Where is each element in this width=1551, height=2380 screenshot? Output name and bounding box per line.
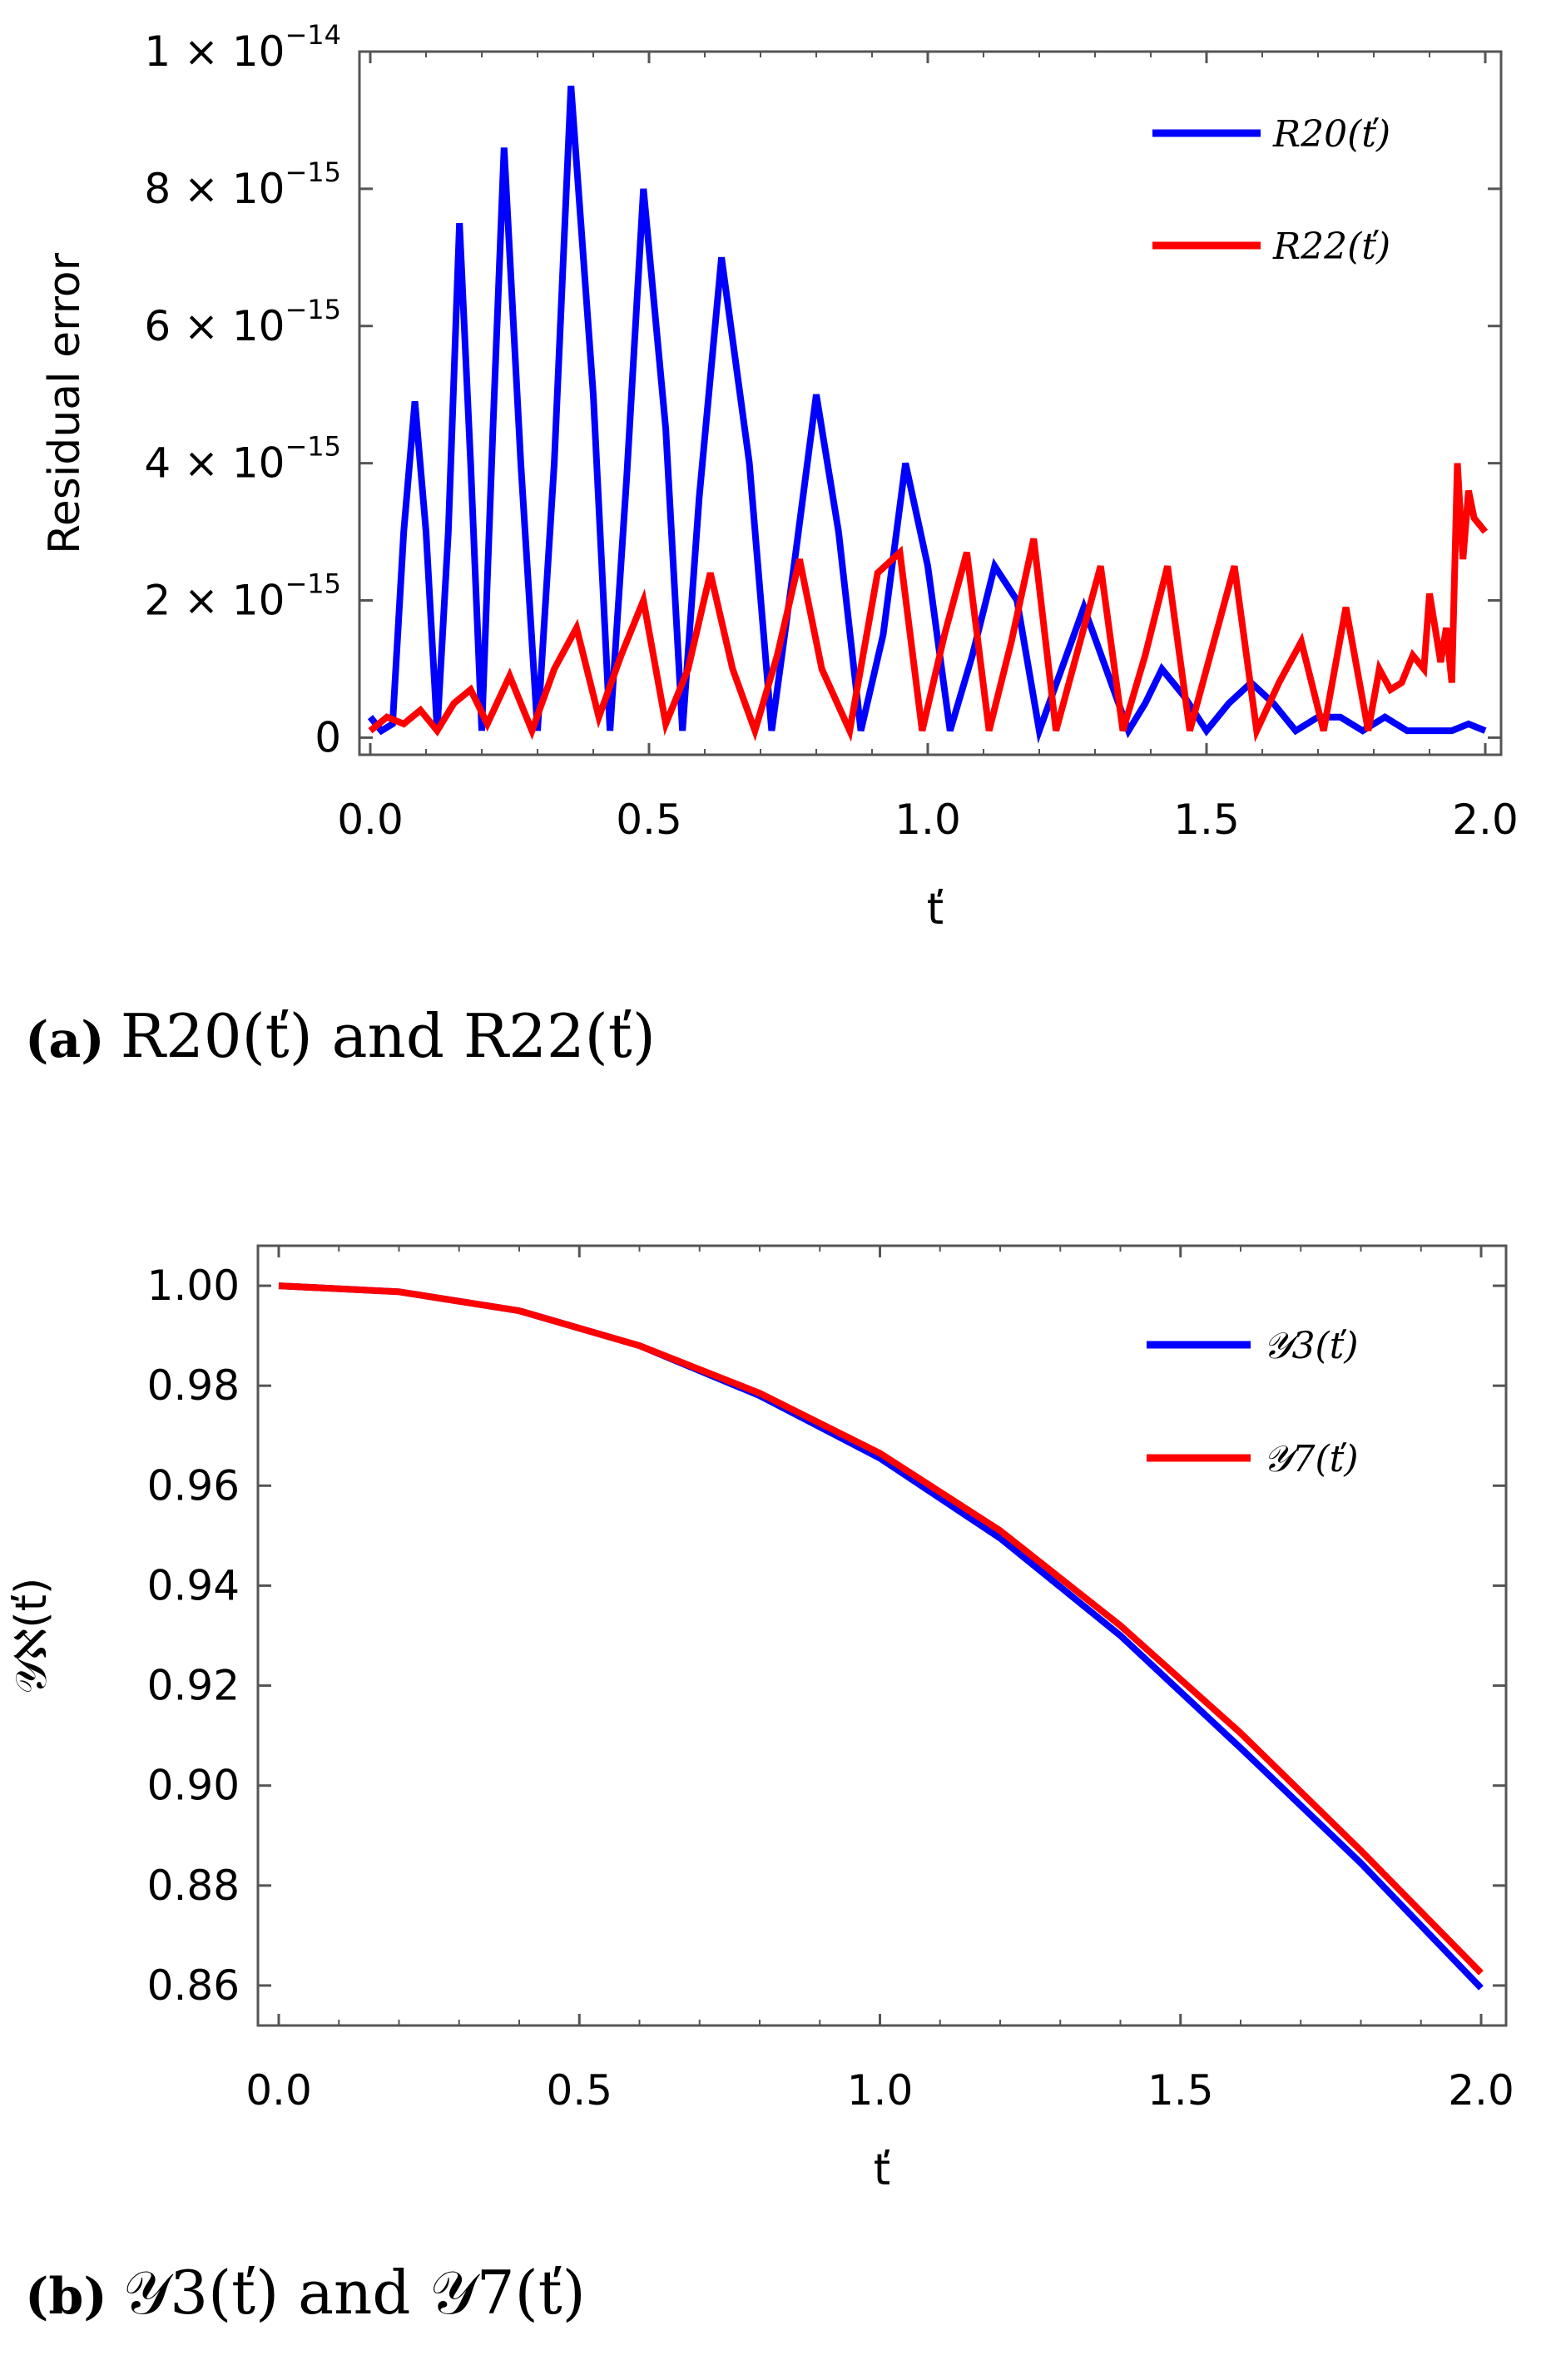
x-tick-label: 2.0	[1452, 796, 1519, 844]
y-tick-label: 0.94	[147, 1561, 240, 1609]
plot-frame	[358, 50, 1503, 756]
legend: R20(ť) R22(ť)	[1152, 113, 1390, 268]
solution-comparison-chart: 1.00 0.98 0.96 0.94 0.92 0.90 0.88 0.86 0.0 0.5 1…	[7, 1244, 1514, 2328]
y-tick-label: 0.88	[147, 1862, 240, 1910]
y-tick-label: 0.90	[147, 1762, 240, 1810]
series-lines	[367, 85, 1489, 744]
y-tick-labels: 1.00 0.98 0.96 0.94 0.92 0.90 0.88 0.86	[147, 1262, 240, 2010]
x-tick-labels: 0.0 0.5 1.0 1.5 2.0	[337, 796, 1519, 844]
y-tick-label: 1 × 10−14	[144, 19, 341, 76]
y-tick-label: 0	[315, 713, 341, 761]
y-tick-label: 2 × 10−15	[144, 568, 341, 625]
y-axis-label: Residual error	[40, 252, 90, 554]
tick-marks	[359, 50, 1501, 755]
caption-a-label: (a)	[25, 1011, 105, 1069]
x-tick-label: 2.0	[1448, 2066, 1514, 2115]
legend-label-r22: R22(ť)	[1272, 226, 1390, 268]
y-tick-label: 6 × 10−15	[144, 294, 341, 350]
x-tick-label: 1.0	[847, 2066, 914, 2115]
caption-a-text: R20(ť) and R22(ť)	[121, 1001, 656, 1071]
x-axis-label: ť	[927, 885, 944, 935]
x-axis-label: ť	[874, 2145, 890, 2195]
y-tick-label: 4 × 10−15	[144, 431, 341, 488]
y-tick-labels: 0 2 × 10−15 4 × 10−15 6 × 10−15 8 × 10−15 1 ×…	[144, 19, 341, 761]
y-tick-label: 0.86	[147, 1961, 240, 2010]
caption-b: (b) 𝒴3(ť) and 𝒴7(ť)	[25, 2258, 586, 2328]
series-line-1	[368, 463, 1489, 743]
series-lines	[278, 1282, 1484, 1991]
tick-marks	[258, 1246, 1506, 2025]
y-tick-label: 0.98	[147, 1361, 240, 1410]
series-line-1	[278, 1282, 1484, 1976]
y-axis-label: 𝒴ℵ(ť)	[7, 1578, 57, 1694]
legend: 𝒴3(ť) 𝒴7(ť)	[1147, 1325, 1359, 1480]
x-tick-label: 1.0	[894, 796, 961, 844]
legend-label-r20: R20(ť)	[1272, 113, 1390, 156]
series-line-0	[367, 85, 1487, 744]
residual-error-chart: 0 2 × 10−15 4 × 10−15 6 × 10−15 8 × 10−15 1 ×…	[25, 19, 1519, 1071]
x-tick-label: 1.5	[1173, 796, 1240, 844]
caption-b-label: (b)	[25, 2268, 107, 2326]
x-tick-label: 1.5	[1147, 2066, 1214, 2115]
x-tick-label: 0.5	[616, 796, 682, 844]
x-tick-labels: 0.0 0.5 1.0 1.5 2.0	[245, 2066, 1514, 2115]
plot-frame	[256, 1244, 1508, 2027]
x-tick-label: 0.0	[337, 796, 404, 844]
y-tick-label: 0.96	[147, 1461, 240, 1510]
y-tick-label: 0.92	[147, 1662, 240, 1710]
caption-a: (a) R20(ť) and R22(ť)	[25, 1001, 656, 1071]
y-tick-label: 8 × 10−15	[144, 156, 341, 213]
series-line-0	[278, 1282, 1484, 1991]
legend-label-y7: 𝒴7(ť)	[1263, 1438, 1359, 1480]
y-tick-label: 1.00	[147, 1262, 240, 1310]
legend-label-y3: 𝒴3(ť)	[1263, 1325, 1359, 1367]
x-tick-label: 0.5	[546, 2066, 612, 2115]
x-tick-label: 0.0	[245, 2066, 312, 2115]
caption-b-text: 𝒴3(ť) and 𝒴7(ť)	[123, 2258, 586, 2328]
